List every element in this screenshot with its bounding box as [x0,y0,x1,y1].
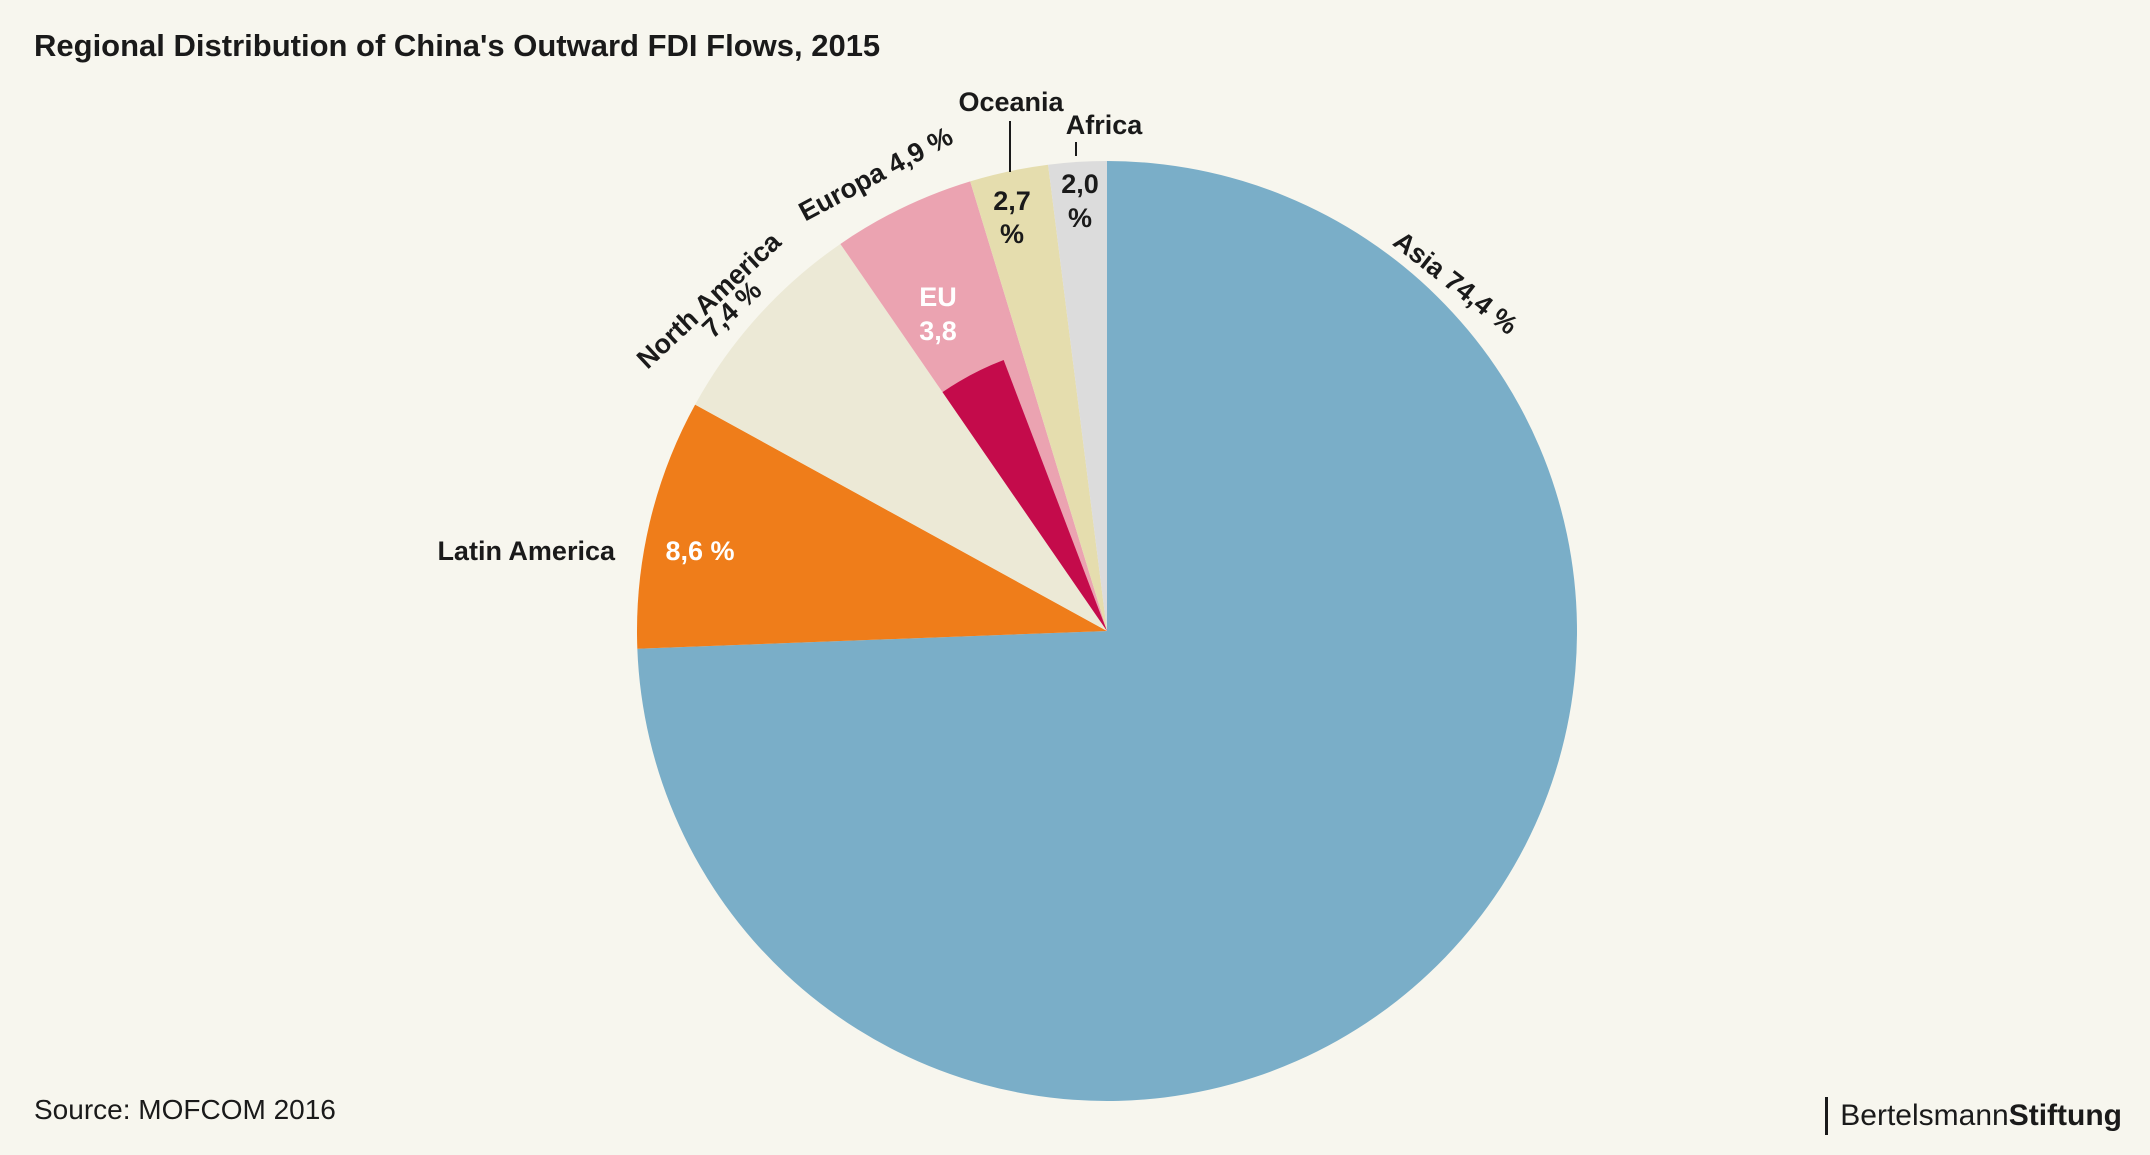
value-africa-line1: 2,0 [1061,169,1099,199]
label-africa: Africa [1066,110,1144,140]
slice-asia [637,161,1577,1101]
label-eu-value: 3,8 [919,316,957,346]
value-africa-line2: % [1068,203,1092,233]
brand-logo-bar [1825,1097,1829,1135]
slice-oceania [970,164,1107,631]
pie-slices [636,161,1577,1101]
label-oceania: Oceania [958,87,1064,117]
label-eu-name: EU [919,282,957,312]
brand-logo-part1: Bertelsmann [1840,1099,2009,1132]
slice-eu [942,360,1107,631]
source-note: Source: MOFCOM 2016 [34,1094,336,1125]
chart-title: Regional Distribution of China's Outward… [34,28,881,63]
label-latin-america: Latin America [437,536,616,566]
value-latin-america: 8,6 % [665,536,734,566]
slice-north-america [695,243,1107,631]
slice-africa [1048,161,1107,631]
brand-logo-part2: Stiftung [2008,1099,2122,1132]
slice-latin-america [636,404,1107,649]
value-oceania-line2: % [1000,219,1024,249]
brand-logo: Bertelsmann Stiftung [1825,1096,2122,1136]
value-oceania-line1: 2,7 [993,186,1031,216]
